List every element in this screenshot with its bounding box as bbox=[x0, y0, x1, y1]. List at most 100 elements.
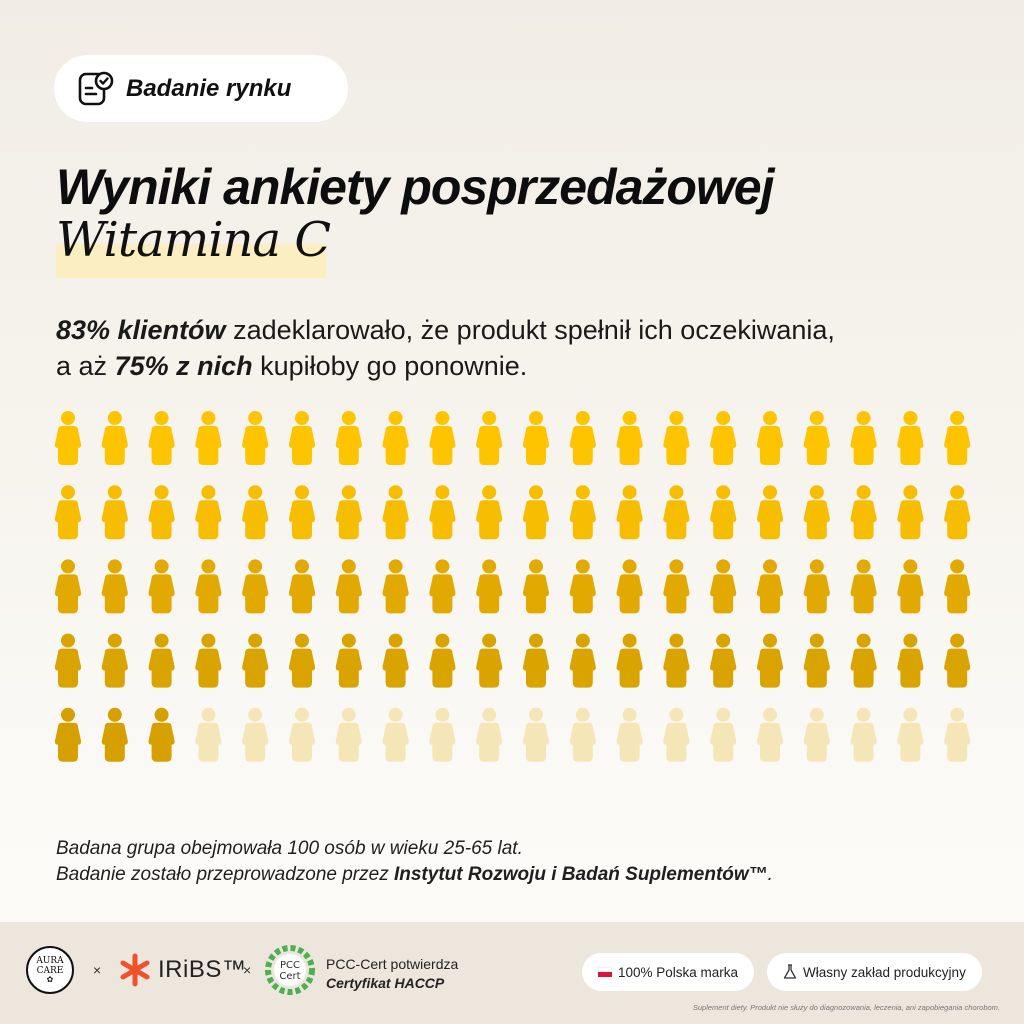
times-separator-1: × bbox=[93, 962, 102, 978]
lead-line1-rest: zadeklarowało, że produkt spełnił ich oc… bbox=[225, 315, 835, 345]
person-icon bbox=[382, 633, 409, 688]
person-icon bbox=[429, 559, 456, 614]
svg-text:Cert: Cert bbox=[279, 971, 300, 982]
people-grid bbox=[50, 408, 980, 778]
aura-logo-line2: CARE bbox=[36, 966, 64, 976]
category-label: Badanie rynku bbox=[126, 74, 292, 102]
person-icon bbox=[616, 485, 643, 540]
person-icon bbox=[616, 707, 643, 762]
iribs-asterisk-icon bbox=[120, 953, 150, 987]
person-icon bbox=[663, 485, 690, 540]
person-icon bbox=[710, 485, 737, 540]
person-icon bbox=[663, 411, 690, 465]
person-icon bbox=[335, 411, 362, 465]
person-icon bbox=[944, 633, 971, 688]
person-icon bbox=[429, 485, 456, 540]
category-pill: Badanie rynku bbox=[54, 55, 348, 122]
person-icon bbox=[663, 633, 690, 688]
person-icon bbox=[710, 633, 737, 688]
person-icon bbox=[288, 411, 316, 465]
badge-polish-brand: 100% Polska marka bbox=[582, 953, 755, 991]
survey-note: Badana grupa obejmowała 100 osób w wieku… bbox=[56, 836, 773, 888]
person-icon bbox=[803, 707, 830, 762]
person-icon bbox=[756, 485, 784, 540]
lead-text: 83% klientów zadeklarowało, że produkt s… bbox=[56, 312, 986, 384]
times-separator-2: × bbox=[243, 962, 252, 978]
person-icon bbox=[335, 707, 362, 762]
person-icon bbox=[54, 559, 82, 614]
flask-icon bbox=[783, 964, 797, 980]
subtitle-highlight bbox=[56, 244, 326, 278]
person-icon bbox=[522, 707, 550, 762]
pcc-line1: PCC-Cert potwierdza bbox=[326, 956, 459, 972]
person-icon bbox=[803, 633, 830, 688]
person-icon bbox=[663, 707, 690, 762]
pcc-cert-text: PCC-Cert potwierdza Certyfikat HACCP bbox=[326, 955, 458, 993]
person-icon bbox=[288, 559, 316, 614]
person-icon bbox=[242, 411, 269, 465]
poland-flag-icon bbox=[598, 967, 612, 977]
person-icon bbox=[569, 559, 596, 614]
person-icon bbox=[335, 633, 362, 688]
person-icon bbox=[429, 707, 456, 762]
note-line2-end: . bbox=[767, 864, 773, 885]
person-icon bbox=[101, 633, 128, 688]
person-icon bbox=[522, 559, 550, 614]
person-icon bbox=[101, 411, 128, 465]
aura-logo-line1: AURA bbox=[36, 956, 64, 966]
person-icon bbox=[195, 411, 222, 465]
lead-stat-rebuy: 75% z nich bbox=[114, 351, 253, 381]
subtitle-block: Witamina C bbox=[56, 212, 331, 278]
person-icon bbox=[522, 411, 550, 465]
person-icon bbox=[195, 707, 222, 762]
iribs-logo: IRiBS™ bbox=[118, 950, 246, 990]
person-icon bbox=[382, 707, 409, 762]
person-icon bbox=[242, 559, 269, 614]
person-icon bbox=[54, 485, 82, 540]
person-icon bbox=[242, 707, 269, 762]
person-icon bbox=[756, 411, 784, 465]
person-icon bbox=[54, 707, 82, 762]
person-icon bbox=[148, 411, 175, 465]
person-icon bbox=[335, 559, 362, 614]
lead-line2-start: a aż bbox=[56, 351, 115, 381]
person-icon bbox=[148, 707, 175, 762]
person-icon bbox=[429, 411, 456, 465]
person-icon bbox=[476, 411, 503, 465]
person-icon bbox=[569, 707, 596, 762]
person-icon bbox=[944, 707, 971, 762]
badge-polish-label: 100% Polska marka bbox=[618, 964, 739, 980]
person-icon bbox=[476, 559, 503, 614]
note-institute: Instytut Rozwoju i Badań Suplementów™ bbox=[393, 864, 768, 885]
person-icon bbox=[850, 485, 877, 540]
badge-own-factory: Własny zakład produkcyjny bbox=[767, 953, 982, 991]
person-icon bbox=[382, 559, 409, 614]
person-icon bbox=[476, 633, 503, 688]
disclaimer: Suplement diety. Produkt nie służy do di… bbox=[692, 1003, 1000, 1012]
person-icon bbox=[850, 707, 877, 762]
person-icon bbox=[944, 559, 971, 614]
person-icon bbox=[850, 411, 877, 465]
person-icon bbox=[850, 559, 877, 614]
person-icon bbox=[382, 411, 409, 465]
page-title: Wyniki ankiety posprzedażowej bbox=[56, 159, 775, 215]
person-icon bbox=[101, 559, 128, 614]
person-icon bbox=[242, 633, 269, 688]
person-icon bbox=[803, 485, 830, 540]
lotus-icon: ✿ bbox=[46, 975, 54, 984]
person-icon bbox=[803, 411, 830, 465]
person-icon bbox=[335, 485, 362, 540]
aura-care-logo: AURA CARE ✿ bbox=[26, 946, 74, 994]
person-icon bbox=[616, 633, 643, 688]
person-icon bbox=[522, 633, 550, 688]
person-icon bbox=[54, 633, 82, 688]
lead-line2-rest: kupiłoby go ponownie. bbox=[252, 351, 528, 381]
person-icon bbox=[288, 707, 316, 762]
person-icon bbox=[195, 485, 222, 540]
person-icon bbox=[101, 707, 128, 762]
iribs-text: IRiBS™ bbox=[158, 956, 247, 983]
person-icon bbox=[756, 559, 784, 614]
person-icon bbox=[944, 411, 971, 465]
person-icon bbox=[101, 485, 128, 540]
person-icon bbox=[897, 633, 924, 688]
